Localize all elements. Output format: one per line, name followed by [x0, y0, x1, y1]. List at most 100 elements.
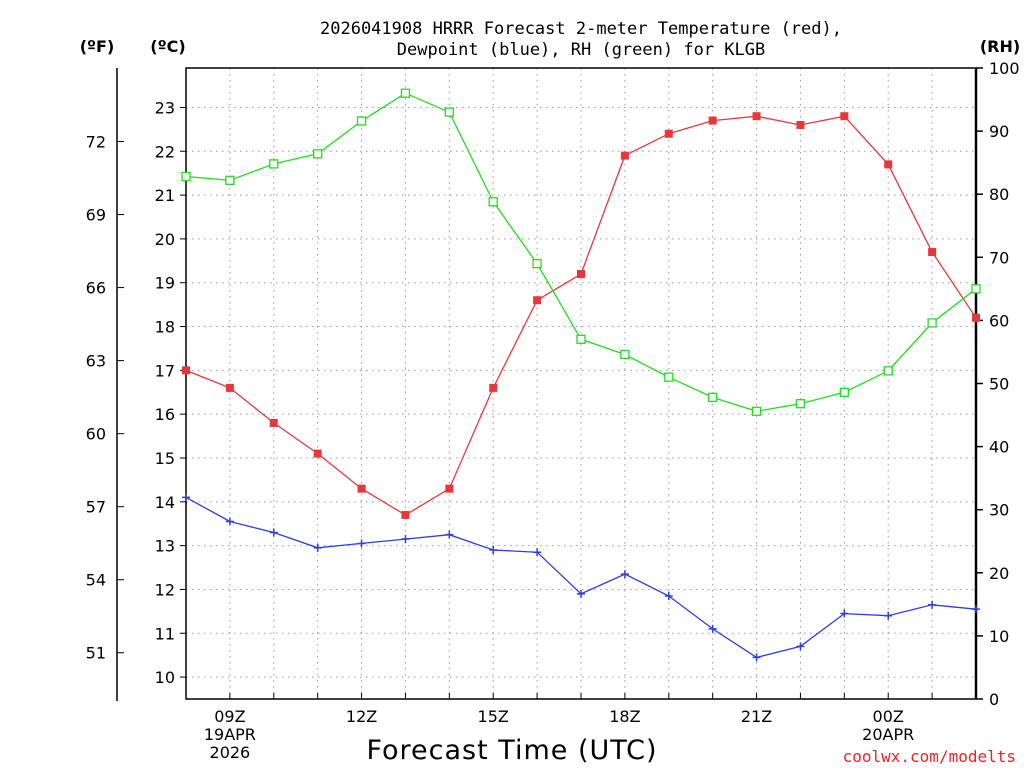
rh-point [532, 258, 542, 269]
dewpoint-point [620, 570, 629, 579]
dewpoint-point [840, 609, 849, 618]
temperature-point [620, 151, 629, 160]
celsius-tick-label: 23 [155, 98, 175, 117]
celsius-tick-label: 11 [155, 624, 175, 643]
temperature-point [840, 112, 849, 121]
x-tick-label: 00Z [873, 707, 904, 726]
temperature-point [225, 383, 234, 392]
celsius-tick-label: 19 [155, 274, 175, 293]
x-tick-label: 19APR [204, 725, 256, 744]
dewpoint-point [972, 605, 980, 614]
dewpoint-point [269, 528, 278, 537]
plot-frame [185, 67, 977, 700]
rh-tick-label: 30 [989, 501, 1009, 520]
rh-point [356, 116, 367, 126]
fahrenheit-tick-label: 51 [86, 644, 106, 663]
fahrenheit-axis-label: (ºF) [80, 37, 115, 56]
temperature-point [577, 269, 585, 278]
rh-point [576, 334, 586, 344]
title-line-2: Dewpoint (blue), RH (green) for KLGB [397, 40, 765, 60]
dewpoint-point [752, 653, 761, 662]
rh-point [664, 372, 674, 382]
dewpoint-point [708, 624, 717, 633]
rh-point [313, 149, 323, 159]
celsius-tick-label: 12 [155, 580, 175, 599]
x-tick-label: 21Z [741, 707, 772, 726]
rh-tick-label: 0 [989, 690, 999, 709]
temperature-series [182, 112, 980, 519]
fahrenheit-tick-label: 69 [86, 206, 106, 225]
celsius-tick-label: 16 [155, 405, 175, 424]
rh-tick-label: 70 [989, 248, 1009, 267]
fahrenheit-tick-label: 66 [86, 279, 106, 298]
dewpoint-point [357, 539, 366, 548]
temperature-point [182, 366, 190, 375]
temperature-point [357, 484, 366, 493]
rh-point [883, 366, 893, 376]
temperature-point [752, 112, 761, 121]
rh-point [927, 318, 937, 328]
celsius-tick-label: 10 [155, 668, 175, 687]
celsius-tick-label: 22 [155, 142, 175, 161]
x-tick-label: 18Z [609, 707, 640, 726]
celsius-tick-label: 21 [155, 186, 175, 205]
celsius-tick-label: 15 [155, 449, 175, 468]
temperature-point [489, 383, 498, 392]
dewpoint-point [884, 611, 893, 620]
dewpoint-point [401, 535, 410, 544]
x-tick-label: 2026 [210, 743, 251, 762]
rh-tick-label: 90 [989, 122, 1009, 141]
celsius-tick-label: 14 [155, 493, 175, 512]
axes: 10 11 12 13 14 15 16 17 18 19 20 21 22 23 51 54 57 60 63 66… [86, 59, 1020, 762]
rh-point [400, 88, 411, 98]
dewpoint-point [796, 642, 805, 651]
celsius-tick-label: 13 [155, 537, 175, 556]
temperature-point [972, 313, 980, 322]
rh-point [751, 406, 762, 416]
data-series [181, 88, 981, 662]
x-axis-label: Forecast Time (UTC) [366, 735, 657, 766]
rh-tick-label: 20 [989, 564, 1009, 583]
rh-point [269, 159, 279, 169]
temperature-point [401, 510, 410, 519]
temperature-point [884, 160, 893, 169]
dewpoint-point [928, 600, 937, 609]
rh-tick-label: 100 [989, 59, 1020, 78]
title-line-1: 2026041908 HRRR Forecast 2-meter Tempera… [320, 19, 842, 39]
temperature-point [445, 484, 454, 493]
fahrenheit-tick-label: 72 [86, 133, 106, 152]
temperature-point [664, 129, 673, 138]
x-tick-label: 20APR [862, 725, 914, 744]
dewpoint-point [445, 530, 454, 539]
rh-point [620, 349, 630, 360]
fahrenheit-tick-label: 57 [86, 498, 106, 517]
chart-title: 2026041908 HRRR Forecast 2-meter Tempera… [320, 19, 842, 60]
celsius-tick-label: 18 [155, 318, 175, 337]
grid [186, 68, 976, 699]
fahrenheit-tick-label: 63 [86, 352, 106, 371]
rh-point [971, 284, 981, 294]
rh-axis-label: (RH) [980, 37, 1020, 56]
credit-text: coolwx.com/modelts [843, 747, 1016, 766]
temperature-point [533, 296, 542, 305]
temperature-point [269, 418, 278, 427]
rh-point [181, 171, 191, 182]
celsius-tick-label: 17 [155, 361, 175, 380]
temperature-point [708, 116, 717, 125]
rh-tick-label: 40 [989, 438, 1009, 457]
celsius-axis-label: (ºC) [150, 37, 185, 56]
rh-point [488, 197, 498, 207]
dewpoint-point [225, 517, 234, 526]
dewpoint-point [489, 546, 498, 555]
dewpoint-point [313, 543, 322, 552]
x-tick-label: 09Z [214, 707, 245, 726]
fahrenheit-tick-label: 60 [86, 425, 106, 444]
temperature-point [313, 449, 322, 458]
rh-tick-label: 60 [989, 311, 1009, 330]
rh-point [795, 399, 806, 409]
celsius-tick-label: 20 [155, 230, 175, 249]
dewpoint-series [182, 493, 980, 662]
rh-series [181, 88, 981, 416]
rh-point [225, 175, 235, 185]
